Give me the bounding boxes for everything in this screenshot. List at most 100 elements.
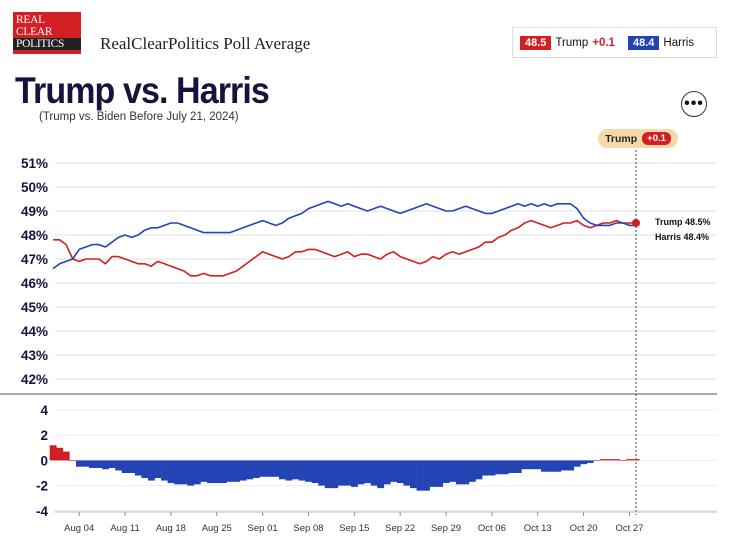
site-title: RealClearPolitics Poll Average bbox=[100, 34, 311, 53]
spread-bar bbox=[416, 460, 424, 491]
spread-bar bbox=[423, 460, 430, 491]
spread-bar bbox=[626, 459, 634, 461]
spread-bar bbox=[56, 447, 64, 461]
spread-bar bbox=[619, 460, 627, 461]
spread-tick-label: -2 bbox=[36, 479, 48, 494]
spread-bar bbox=[193, 460, 201, 485]
spread-bar bbox=[49, 445, 57, 461]
spread-bar bbox=[632, 459, 640, 461]
spread-bar bbox=[436, 460, 444, 487]
spread-bar bbox=[613, 459, 620, 461]
legend-trump-change: +0.1 bbox=[592, 37, 615, 49]
rcp-logo[interactable]: REAL CLEAR POLITICS bbox=[13, 12, 81, 54]
y-tick-label: 48% bbox=[21, 228, 48, 243]
legend-harris-value: 48.4 bbox=[628, 36, 660, 50]
spread-bar bbox=[403, 460, 411, 486]
spread-bar bbox=[298, 460, 306, 481]
spread-bar bbox=[128, 460, 136, 473]
spread-bar bbox=[213, 460, 221, 484]
spread-bar bbox=[180, 460, 188, 485]
x-tick-label: Aug 11 bbox=[110, 523, 139, 534]
spread-bar bbox=[265, 460, 273, 477]
spread-bar bbox=[337, 460, 345, 486]
spread-bar bbox=[534, 460, 542, 470]
y-tick-label: 50% bbox=[21, 180, 48, 195]
x-tick-label: Oct 20 bbox=[570, 523, 598, 534]
spread-bar bbox=[377, 460, 385, 489]
legend-harris: 48.4 Harris bbox=[628, 36, 694, 50]
spread-bar bbox=[364, 460, 372, 484]
spread-bar bbox=[95, 460, 103, 468]
logo-line: POLITICS bbox=[13, 38, 81, 50]
spread-bar bbox=[200, 460, 208, 482]
spread-bar bbox=[187, 460, 195, 486]
spread-bar bbox=[174, 460, 182, 485]
y-tick-label: 46% bbox=[21, 276, 48, 291]
spread-bar bbox=[147, 460, 155, 481]
spread-bar bbox=[220, 460, 227, 484]
series-line-trump bbox=[53, 219, 636, 277]
spread-bar bbox=[115, 460, 123, 471]
spread-bar bbox=[161, 460, 168, 481]
spread-bar bbox=[599, 459, 607, 461]
x-tick-label: Aug 18 bbox=[156, 523, 186, 534]
spread-bar bbox=[324, 460, 332, 489]
y-tick-label: 45% bbox=[21, 300, 48, 315]
spread-bar bbox=[521, 460, 529, 470]
spread-bar bbox=[573, 460, 581, 467]
spread-bar bbox=[606, 459, 614, 461]
spread-bar bbox=[102, 460, 109, 470]
spread-bar bbox=[429, 460, 437, 487]
end-label-trump: Trump 48.5% bbox=[655, 217, 711, 227]
spread-bar bbox=[141, 460, 149, 479]
y-tick-label: 47% bbox=[21, 252, 48, 267]
spread-bar bbox=[246, 460, 254, 480]
spread-bar bbox=[527, 460, 535, 470]
spread-tick-label: 4 bbox=[40, 403, 48, 418]
legend-trump-value: 48.5 bbox=[520, 36, 552, 50]
x-tick-label: Aug 04 bbox=[64, 523, 94, 534]
spread-bar bbox=[554, 460, 561, 472]
spread-bar bbox=[134, 460, 142, 476]
spread-bar bbox=[285, 460, 293, 481]
spread-bar bbox=[272, 460, 280, 477]
logo-line: CLEAR bbox=[16, 26, 53, 38]
spread-bar bbox=[331, 460, 339, 489]
spread-bar bbox=[547, 460, 555, 472]
trump-endpoint-dot bbox=[632, 219, 640, 227]
spread-tick-label: 2 bbox=[40, 428, 48, 443]
spread-bar bbox=[508, 460, 516, 473]
spread-bar bbox=[62, 451, 70, 461]
x-tick-label: Oct 13 bbox=[524, 523, 552, 534]
spread-bar bbox=[89, 460, 96, 468]
spread-bar bbox=[370, 460, 378, 486]
spread-bar bbox=[455, 460, 463, 485]
spread-bar bbox=[69, 460, 77, 461]
spread-bar bbox=[390, 460, 398, 482]
y-tick-label: 44% bbox=[21, 324, 48, 339]
spread-bar bbox=[514, 460, 522, 473]
page-title: Trump vs. Harris bbox=[15, 70, 270, 111]
legend-trump: 48.5 Trump +0.1 bbox=[520, 36, 615, 50]
x-tick-label: Sep 15 bbox=[339, 523, 369, 534]
x-tick-label: Aug 25 bbox=[202, 523, 232, 534]
spread-bar bbox=[75, 460, 83, 467]
more-options-button[interactable]: ••• bbox=[681, 91, 707, 117]
spread-bar bbox=[206, 460, 214, 484]
legend-harris-name: Harris bbox=[663, 37, 695, 49]
x-tick-label: Sep 08 bbox=[293, 523, 323, 534]
y-tick-label: 43% bbox=[21, 348, 48, 363]
spread-bar bbox=[462, 460, 470, 485]
x-tick-label: Oct 06 bbox=[478, 523, 506, 534]
spread-bar bbox=[560, 460, 568, 471]
spread-bar bbox=[226, 460, 234, 482]
spread-bar bbox=[442, 460, 450, 484]
spread-bar bbox=[318, 460, 326, 486]
spread-bar bbox=[475, 460, 483, 480]
spread-bar bbox=[449, 460, 457, 482]
spread-bar bbox=[233, 460, 240, 482]
spread-bar bbox=[121, 460, 129, 473]
spread-bar bbox=[239, 460, 247, 481]
spread-bar bbox=[108, 460, 116, 468]
